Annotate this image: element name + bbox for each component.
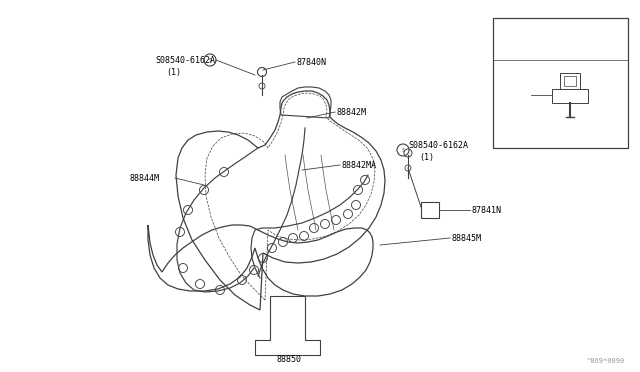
Text: (1): (1) [166, 67, 181, 77]
Text: 87840N: 87840N [297, 58, 327, 67]
Bar [560, 73, 580, 89]
Text: S: S [209, 58, 212, 62]
Text: 88844M: 88844M [130, 173, 160, 183]
Text: 87841N: 87841N [472, 205, 502, 215]
Bar [552, 89, 588, 103]
Text: 88842MA: 88842MA [342, 160, 377, 170]
Text: S08540-6162A: S08540-6162A [408, 141, 468, 150]
Text: (1): (1) [419, 153, 434, 161]
Text: 88845M: 88845M [452, 234, 482, 243]
Text: CANI0790-    J: CANI0790- J [499, 32, 564, 41]
Text: 88899: 88899 [499, 83, 522, 93]
Text: S: S [401, 148, 404, 153]
Text: 88850: 88850 [276, 356, 301, 365]
Bar [493, 18, 628, 148]
Text: S08540-6162A: S08540-6162A [155, 55, 215, 64]
Bar [564, 76, 576, 86]
Text: USAI0293-    J: USAI0293- J [499, 48, 564, 57]
FancyBboxPatch shape [421, 202, 439, 218]
Text: ^869*0090: ^869*0090 [587, 358, 625, 364]
Text: 88842M: 88842M [337, 108, 367, 116]
